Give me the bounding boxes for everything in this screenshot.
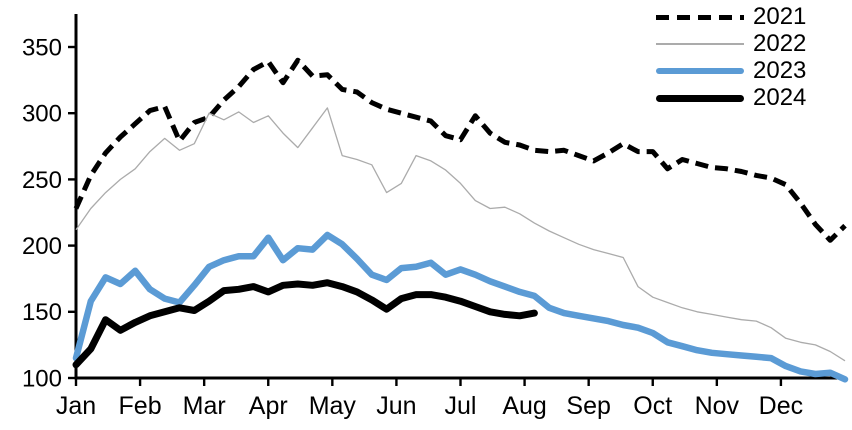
legend-item-2021: 2021	[656, 4, 808, 30]
y-tick-label: 250	[22, 167, 62, 194]
legend-swatch-2023-blue-line	[656, 67, 744, 75]
x-tick-label: Nov	[695, 392, 740, 420]
legend-item-2023: 2023	[656, 58, 808, 84]
series-line-2022	[75, 107, 846, 362]
legend-label-2021: 2021	[753, 3, 807, 30]
y-tick-label: 350	[22, 34, 62, 61]
legend-item-2024: 2024	[656, 85, 808, 111]
legend-swatch-2024-black-line	[656, 94, 744, 102]
legend-label-2023: 2023	[753, 57, 807, 84]
x-tick-label: Feb	[119, 392, 162, 420]
legend-swatch-2022-thin-gray-line	[656, 43, 744, 45]
series-line-2023	[72, 231, 849, 383]
y-tick-label: 200	[22, 233, 62, 260]
y-tick-label: 150	[22, 299, 62, 326]
y-tick-label: 100	[22, 365, 62, 392]
legend-item-2022: 2022	[656, 31, 808, 57]
x-tick-label: Oct	[633, 392, 672, 420]
legend-swatch-2021-dashed-line	[656, 14, 744, 20]
x-tick-label: Jan	[56, 392, 96, 420]
legend-label-2024: 2024	[753, 84, 807, 111]
x-tick-label: Sep	[566, 392, 610, 420]
y-tick-label: 300	[22, 101, 62, 128]
x-tick-label: Dec	[759, 392, 803, 420]
x-tick-label: Jul	[445, 392, 477, 420]
x-tick-label: May	[309, 392, 357, 420]
x-tick-label: Mar	[183, 392, 226, 420]
x-tick-label: Apr	[249, 392, 288, 420]
series-line-2024	[72, 279, 538, 369]
x-tick-label: Aug	[502, 392, 546, 420]
x-tick-label: Jun	[376, 392, 416, 420]
legend-label-2022: 2022	[753, 30, 807, 57]
series-line-2021	[73, 57, 847, 243]
legend: 2021 2022 2023 2024	[656, 4, 808, 111]
